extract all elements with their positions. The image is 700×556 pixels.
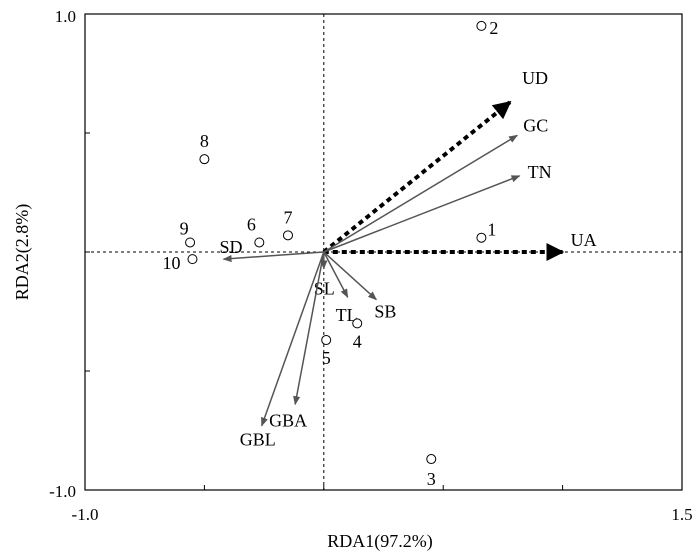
arrow-label-tn: TN (528, 162, 552, 182)
site-label-5: 5 (322, 348, 331, 368)
arrow-gc (323, 134, 518, 253)
site-label-8: 8 (200, 131, 209, 151)
x-axis-label: RDA1(97.2%) (327, 531, 433, 552)
site-point-10 (187, 254, 198, 265)
site-point-1 (476, 232, 487, 243)
arrow-tn (323, 175, 521, 253)
arrow-gbl (261, 251, 325, 427)
site-label-9: 9 (180, 218, 189, 238)
site-label-3: 3 (427, 469, 436, 489)
site-point-6 (254, 237, 265, 248)
site-point-2 (476, 20, 487, 31)
y-tick-label-max: 1.0 (55, 7, 76, 26)
arrow-label-ua: UA (571, 230, 597, 250)
arrow-label-sd: SD (220, 237, 243, 257)
arrow-label-tl: TL (336, 305, 358, 325)
site-label-10: 10 (162, 253, 180, 273)
site-point-5 (321, 335, 332, 346)
site-point-8 (199, 154, 210, 165)
arrow-gba (293, 251, 325, 406)
arrow-ud (322, 100, 512, 254)
site-label-2: 2 (489, 18, 498, 38)
arrow-label-gc: GC (523, 115, 548, 135)
arrow-sd (222, 251, 324, 263)
x-tick-label-min: -1.0 (72, 505, 99, 524)
site-point-4 (352, 318, 363, 329)
y-tick-label-min: -1.0 (49, 482, 76, 501)
arrow-label-ud: UD (522, 68, 548, 88)
site-point-3 (426, 454, 437, 465)
site-label-4: 4 (353, 331, 362, 351)
site-label-7: 7 (283, 207, 292, 227)
site-point-7 (282, 230, 293, 241)
arrow-label-sl: SL (314, 279, 335, 299)
arrow-sb (323, 251, 378, 301)
y-axis-label: RDA2(2.8%) (12, 204, 33, 301)
arrow-label-sb: SB (374, 302, 396, 322)
site-point-9 (185, 237, 196, 248)
site-label-1: 1 (487, 220, 496, 240)
arrow-label-gba: GBA (269, 410, 307, 430)
plot-frame (84, 13, 683, 491)
arrow-label-gbl: GBL (240, 430, 276, 450)
arrow-tl (323, 251, 349, 299)
x-tick-label-max: 1.5 (671, 505, 692, 524)
site-label-6: 6 (247, 214, 256, 234)
